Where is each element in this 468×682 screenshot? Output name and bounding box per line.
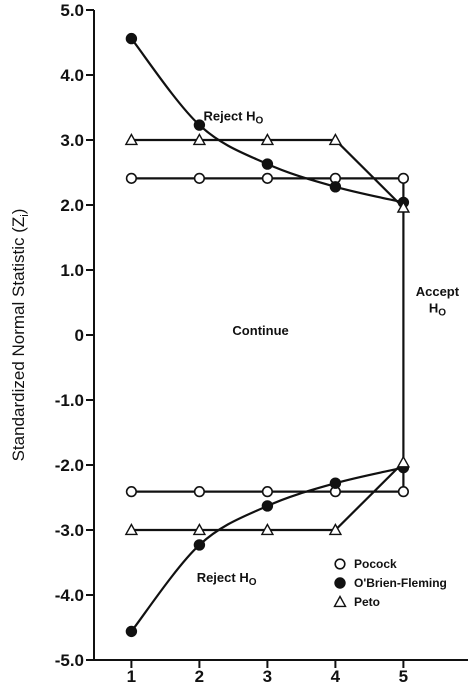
- annotations: Reject HO Continue Accept HO Reject HO: [197, 109, 460, 589]
- peto-point: [396, 455, 411, 468]
- y-tick-label: 2.0: [60, 196, 84, 215]
- y-axis-label: Standardized Normal Statistic (Zi): [9, 209, 31, 462]
- y-tick-label: -4.0: [55, 586, 84, 605]
- legend-marker: [334, 558, 346, 570]
- legend-label: O'Brien-Fleming: [354, 576, 447, 590]
- peto-point: [192, 523, 207, 536]
- legend-label: Peto: [354, 595, 380, 609]
- pocock-point: [261, 486, 274, 498]
- y-tick-label: -3.0: [55, 521, 84, 540]
- boundary-markers: [124, 32, 411, 638]
- y-tick-label: 3.0: [60, 131, 84, 150]
- pocock-point: [125, 172, 137, 184]
- y-tick-label: 5.0: [60, 1, 84, 20]
- pocock-point: [261, 172, 274, 184]
- peto-point: [260, 133, 275, 146]
- y-tick-label: -1.0: [55, 391, 84, 410]
- o-brien-fleming-point: [261, 158, 274, 170]
- peto-point: [260, 523, 275, 536]
- x-tick-label: 4: [331, 667, 341, 682]
- peto-point: [124, 133, 139, 146]
- pocock-point: [193, 486, 205, 498]
- legend-label: Pocock: [354, 557, 397, 571]
- pocock-point: [193, 172, 205, 184]
- legend: Pocock O'Brien-Fleming Peto: [333, 557, 447, 609]
- reject-lower-annotation: Reject HO: [197, 570, 257, 588]
- peto-point: [328, 133, 343, 146]
- o-brien-fleming-point: [125, 625, 138, 638]
- continue-annotation: Continue: [232, 323, 288, 338]
- o-brien-fleming-point: [329, 477, 342, 489]
- y-ticks: 5.0 4.0 3.0 2.0 1.0 0 -1.0 -2.0 -3.0 -4.0 -5.0: [55, 1, 94, 670]
- y-tick-label: -2.0: [55, 456, 84, 475]
- pocock-point: [125, 486, 137, 498]
- peto-point: [124, 523, 139, 536]
- o-brien-fleming-point: [329, 181, 342, 193]
- o-brien-fleming-point: [261, 500, 274, 512]
- o-brien-fleming-point: [193, 119, 206, 131]
- legend-marker: [333, 595, 347, 608]
- reject-upper-annotation: Reject HO: [203, 109, 263, 127]
- pocock-point: [397, 172, 410, 184]
- x-tick-label: 3: [263, 667, 272, 682]
- y-tick-label: 1.0: [60, 261, 84, 280]
- x-ticks: 1 2 3 4 5: [127, 660, 408, 682]
- legend-marker: [334, 577, 346, 589]
- accept-annotation-line2: HO: [429, 300, 446, 318]
- y-tick-label: 0: [75, 326, 84, 345]
- o-brien-fleming-point: [125, 32, 138, 45]
- x-tick-label: 2: [195, 667, 204, 682]
- x-tick-label: 5: [399, 667, 408, 682]
- o-brien-fleming-point: [193, 539, 206, 551]
- pocock-point: [397, 486, 410, 498]
- peto-point: [328, 523, 343, 536]
- peto-point: [192, 133, 207, 146]
- peto-point: [396, 200, 411, 213]
- accept-annotation-line1: Accept: [416, 284, 460, 299]
- y-tick-label: -5.0: [55, 651, 84, 670]
- y-tick-label: 4.0: [60, 66, 84, 85]
- x-tick-label: 1: [127, 667, 136, 682]
